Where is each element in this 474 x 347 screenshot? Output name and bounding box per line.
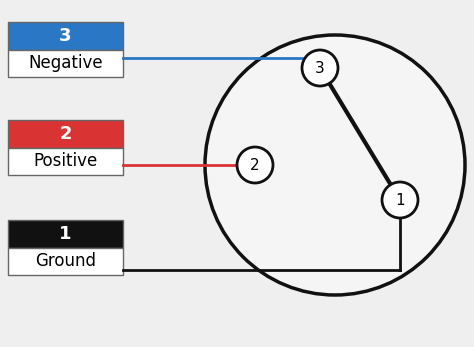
Text: 3: 3 — [315, 60, 325, 76]
Text: Negative: Negative — [28, 54, 103, 72]
Text: 2: 2 — [250, 158, 260, 172]
Text: Ground: Ground — [35, 252, 96, 270]
Circle shape — [382, 182, 418, 218]
Text: 2: 2 — [59, 125, 72, 143]
Text: 1: 1 — [59, 225, 72, 243]
Circle shape — [237, 147, 273, 183]
Bar — [8, 147, 123, 175]
Text: 3: 3 — [59, 27, 72, 45]
Bar — [8, 120, 123, 147]
Bar — [8, 22, 123, 50]
Bar — [8, 50, 123, 77]
Circle shape — [205, 35, 465, 295]
Circle shape — [302, 50, 338, 86]
Bar — [8, 247, 123, 275]
Text: 1: 1 — [395, 193, 405, 208]
Bar — [8, 220, 123, 247]
Text: Positive: Positive — [33, 152, 98, 170]
